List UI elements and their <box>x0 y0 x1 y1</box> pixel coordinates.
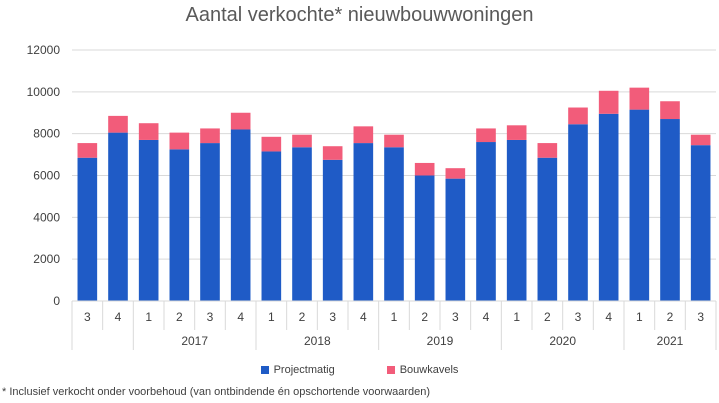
bar-projectmatig <box>476 142 496 301</box>
y-tick-label: 12000 <box>27 43 61 57</box>
bar-projectmatig <box>138 139 159 301</box>
bar-projectmatig <box>445 178 466 301</box>
x-tick-label: 3 <box>697 310 704 324</box>
x-tick-label: 2 <box>299 310 306 324</box>
chart-title: Aantal verkochte* nieuwbouwwoningen <box>185 4 534 26</box>
bar-bouwkavels <box>690 134 711 146</box>
bar-projectmatig <box>169 149 190 301</box>
bar-bouwkavels <box>77 143 98 158</box>
bar-projectmatig <box>322 159 343 301</box>
bar-bouwkavels <box>200 128 220 144</box>
bar-projectmatig <box>568 124 588 301</box>
bar-bouwkavels <box>261 136 282 152</box>
x-tick-label: 1 <box>268 310 275 324</box>
x-tick-label: 3 <box>329 310 336 324</box>
x-tick-label: 2 <box>176 310 183 324</box>
year-group-label: 2018 <box>304 334 331 348</box>
year-group-label: 2021 <box>657 334 684 348</box>
year-group-label: 2019 <box>427 334 454 348</box>
bar-projectmatig <box>690 145 711 301</box>
x-tick-label: 2 <box>544 310 551 324</box>
bar-bouwkavels <box>108 115 128 133</box>
x-tick-label: 4 <box>483 310 490 324</box>
bar-projectmatig <box>77 157 98 301</box>
bar-projectmatig <box>629 109 650 301</box>
bar-bouwkavels <box>629 87 650 110</box>
y-tick-label: 0 <box>53 294 60 308</box>
bar-bouwkavels <box>384 134 404 148</box>
x-tick-label: 3 <box>452 310 459 324</box>
bar-bouwkavels <box>230 112 251 130</box>
x-tick-label: 1 <box>636 310 643 324</box>
year-group-label: 2020 <box>549 334 576 348</box>
legend: Projectmatig Bouwkavels <box>0 364 719 376</box>
bar-projectmatig <box>261 151 282 301</box>
footnote: * Inclusief verkocht onder voorbehoud (v… <box>2 386 431 398</box>
x-tick-label: 2 <box>667 310 674 324</box>
bar-projectmatig <box>200 143 220 301</box>
bar-projectmatig <box>108 132 128 301</box>
bar-projectmatig <box>660 119 680 302</box>
bar-projectmatig <box>384 147 404 301</box>
x-tick-label: 1 <box>513 310 520 324</box>
y-tick-label: 2000 <box>33 252 60 266</box>
x-tick-label: 4 <box>115 310 122 324</box>
legend-item-bouwkavels: Bouwkavels <box>386 364 459 376</box>
bar-bouwkavels <box>322 146 343 160</box>
legend-label-projectmatig: Projectmatig <box>273 364 335 376</box>
x-tick-label: 1 <box>391 310 398 324</box>
bar-projectmatig <box>537 157 558 301</box>
legend-swatch-bouwkavels <box>386 366 395 374</box>
year-group-label: 2017 <box>181 334 208 348</box>
legend-item-projectmatig: Projectmatig <box>260 364 335 376</box>
bar-bouwkavels <box>353 126 374 144</box>
y-tick-label: 6000 <box>33 169 60 183</box>
bar-projectmatig <box>414 175 435 301</box>
x-tick-label: 4 <box>360 310 367 324</box>
bar-projectmatig <box>292 147 312 301</box>
bar-projectmatig <box>353 143 374 301</box>
bar-projectmatig <box>506 139 527 301</box>
x-tick-label: 4 <box>237 310 244 324</box>
bar-bouwkavels <box>169 132 190 150</box>
y-tick-label: 10000 <box>27 85 61 99</box>
x-tick-label: 3 <box>575 310 582 324</box>
bar-bouwkavels <box>568 107 588 125</box>
bar-projectmatig <box>230 129 251 301</box>
x-tick-label: 4 <box>605 310 612 324</box>
bar-bouwkavels <box>506 125 527 140</box>
bar-bouwkavels <box>138 123 159 140</box>
x-tick-label: 3 <box>207 310 214 324</box>
y-tick-label: 8000 <box>33 127 60 141</box>
legend-label-bouwkavels: Bouwkavels <box>399 364 459 376</box>
bar-bouwkavels <box>660 101 680 120</box>
bar-bouwkavels <box>292 134 312 148</box>
bar-bouwkavels <box>537 143 558 158</box>
x-tick-label: 2 <box>421 310 428 324</box>
legend-swatch-projectmatig <box>260 366 269 374</box>
bar-bouwkavels <box>445 168 466 179</box>
bar-bouwkavels <box>476 128 496 143</box>
y-tick-label: 4000 <box>33 210 60 224</box>
bar-bouwkavels <box>414 162 435 176</box>
x-tick-label: 1 <box>145 310 152 324</box>
x-tick-label: 3 <box>84 310 91 324</box>
bar-bouwkavels <box>598 90 619 114</box>
bar-projectmatig <box>598 113 619 301</box>
